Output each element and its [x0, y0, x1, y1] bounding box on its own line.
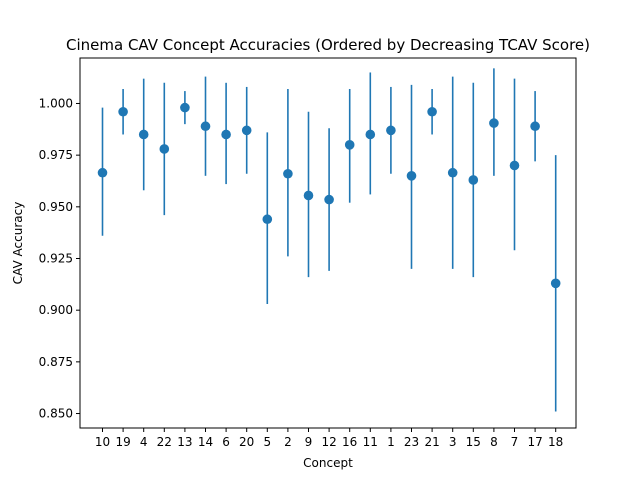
x-tick-label: 22 [157, 435, 172, 449]
x-tick-label: 10 [95, 435, 110, 449]
x-tick-label: 14 [198, 435, 213, 449]
x-tick-label: 5 [263, 435, 271, 449]
data-point-9 [303, 190, 314, 201]
x-tick-label: 11 [363, 435, 378, 449]
data-point-17 [530, 121, 540, 132]
y-axis-label: CAV Accuracy [11, 202, 25, 285]
data-point-3 [447, 167, 458, 178]
data-point-22 [159, 144, 170, 154]
x-tick-label: 13 [177, 435, 192, 449]
data-point-6 [221, 129, 231, 140]
data-point-2 [283, 168, 293, 179]
x-tick-label: 2 [284, 435, 292, 449]
x-tick-label: 20 [239, 435, 254, 449]
x-axis-label: Concept [303, 456, 353, 470]
plot-frame [79, 57, 577, 429]
x-tick-label: 4 [140, 435, 148, 449]
y-tick-label: 0.875 [39, 355, 73, 369]
x-tick-label: 3 [449, 435, 457, 449]
data-point-23 [406, 171, 417, 181]
chart-title: Cinema CAV Concept Accuracies (Ordered b… [66, 36, 590, 54]
data-point-14 [200, 121, 211, 132]
data-point-5 [262, 214, 273, 225]
x-tick-label: 9 [305, 435, 313, 449]
data-point-21 [427, 106, 437, 117]
x-tick-label: 17 [527, 435, 542, 449]
plot-area [97, 68, 561, 412]
data-point-1 [386, 125, 396, 136]
data-point-10 [97, 167, 108, 178]
x-axis: 10 19 4 22 13 14 6 20 5 2 9 12 16 11 1 23 21 3 15 8 7 17 18 [95, 428, 563, 449]
y-tick-label: 1.000 [39, 96, 73, 110]
x-tick-label: 6 [222, 435, 230, 449]
x-tick-label: 7 [511, 435, 519, 449]
data-point-11 [365, 129, 376, 140]
y-tick-label: 0.925 [39, 252, 73, 266]
x-tick-label: 23 [404, 435, 419, 449]
x-tick-label: 16 [342, 435, 357, 449]
x-tick-label: 8 [490, 435, 498, 449]
data-point-18 [550, 278, 561, 289]
x-tick-label: 12 [321, 435, 336, 449]
data-point-20 [241, 125, 252, 136]
x-tick-label: 15 [466, 435, 481, 449]
y-tick-label: 0.900 [39, 303, 73, 317]
data-point-16 [344, 140, 355, 150]
x-tick-label: 1 [387, 435, 395, 449]
y-tick-label: 0.850 [39, 407, 73, 421]
data-point-4 [138, 129, 149, 140]
y-tick-label: 0.950 [39, 200, 73, 214]
y-axis: 0.850 0.875 0.900 0.925 0.950 0.975 1.000 [39, 96, 80, 421]
data-point-12 [324, 194, 334, 205]
data-point-8 [489, 118, 499, 128]
x-tick-label: 21 [424, 435, 439, 449]
data-point-13 [180, 102, 190, 113]
x-tick-label: 18 [548, 435, 563, 449]
y-tick-label: 0.975 [39, 148, 73, 162]
x-tick-label: 19 [115, 435, 130, 449]
data-point-19 [118, 106, 128, 117]
data-point-7 [509, 160, 520, 171]
data-point-15 [468, 175, 479, 185]
